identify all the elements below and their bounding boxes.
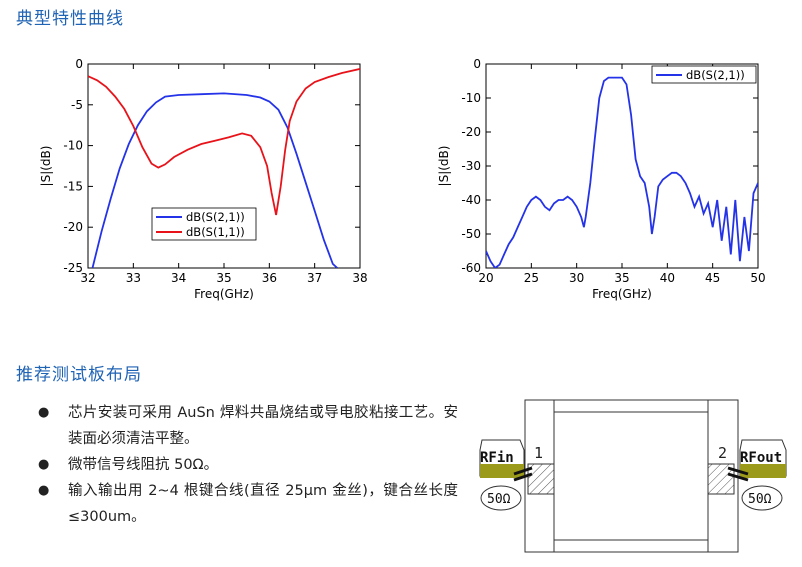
- bullet-icon: ●: [38, 457, 50, 472]
- y-tick-label: -40: [461, 193, 481, 207]
- y-tick-label: -20: [461, 125, 481, 139]
- x-axis-label: Freq(GHz): [194, 287, 254, 301]
- s-parameter-chart-wideband: 20 25 30 35 40 45 50 0 -10 -20 -30 -40 -50 -60 Freq(GH…: [437, 57, 766, 301]
- y-tick-label: -30: [461, 159, 481, 173]
- rf-out-impedance-box: [741, 485, 783, 511]
- rf-out-bond-wires: [727, 466, 749, 482]
- x-tick-label: 34: [171, 271, 186, 285]
- legend-label: dB(S(2,1)): [186, 210, 245, 224]
- rf-out-impedance: 50Ω: [748, 492, 772, 507]
- x-tick-label: 20: [478, 271, 493, 285]
- x-tick-label: 33: [126, 271, 141, 285]
- y-tick-label: -10: [63, 139, 83, 153]
- series-line: [91, 92, 338, 268]
- x-tick-label: 40: [660, 271, 675, 285]
- x-tick-label: 50: [750, 271, 765, 285]
- carrier-outline: [524, 399, 739, 553]
- x-axis-label: Freq(GHz): [592, 287, 652, 301]
- y-tick-label: -10: [461, 91, 481, 105]
- rf-out-pad: [740, 464, 786, 478]
- y-axis-label: |S|(dB): [39, 146, 53, 187]
- microstrip-out: [707, 463, 735, 495]
- y-tick-label: -5: [71, 98, 83, 112]
- x-tick-label: 36: [262, 271, 277, 285]
- y-tick-label: -25: [63, 261, 83, 275]
- rf-in-impedance: 50Ω: [487, 492, 511, 507]
- layout-title: 推荐测试板布局: [16, 365, 142, 385]
- bullet-icon: ●: [38, 405, 50, 420]
- legend-label: dB(S(2,1)): [686, 68, 745, 82]
- x-tick-label: 25: [524, 271, 539, 285]
- y-tick-label: -60: [461, 261, 481, 275]
- rf-in-label: RFin: [480, 450, 514, 466]
- y-tick-label: -20: [63, 220, 83, 234]
- note-text: 输入输出用 2~4 根键合线(直径 25μm 金丝)，键合丝长度≤300um。: [68, 483, 458, 525]
- series-group: [486, 76, 758, 268]
- y-tick-label: 0: [75, 57, 83, 71]
- rf-in-impedance-box: [480, 485, 522, 511]
- x-tick-label: 35: [614, 271, 629, 285]
- assembly-notes: ● 芯片安装可采用 AuSn 焊料共晶烧结或导电胶粘接工艺。安装面必须清洁平整。…: [38, 400, 458, 530]
- y-tick-label: -50: [461, 227, 481, 241]
- legend-box: [151, 207, 257, 241]
- x-tick-label: 32: [80, 271, 95, 285]
- list-item: ● 芯片安装可采用 AuSn 焊料共晶烧结或导电胶粘接工艺。安装面必须清洁平整。: [38, 400, 458, 452]
- characteristics-title: 典型特性曲线: [16, 9, 124, 29]
- x-tick-label: 35: [216, 271, 231, 285]
- legend-box: [651, 65, 757, 84]
- x-tick-label: 30: [569, 271, 584, 285]
- series-line: [486, 76, 758, 268]
- x-tick-label: 37: [307, 271, 322, 285]
- rf-in-bond-wires: [513, 466, 533, 482]
- note-text: 微带信号线阻抗 50Ω。: [68, 457, 219, 473]
- series-group: [88, 68, 360, 268]
- y-axis-label: |S|(dB): [437, 146, 451, 187]
- legend-label: dB(S(1,1)): [186, 225, 245, 239]
- series-line: [88, 68, 360, 216]
- list-item: ● 微带信号线阻抗 50Ω。: [38, 452, 458, 478]
- port-1-label: 1: [534, 444, 543, 462]
- y-tick-label: -15: [63, 179, 83, 193]
- s-parameter-chart-narrowband: 32 33 34 35 36 37 38 0 -5 -10 -15 -20 -25 Freq(GHz) |S…: [39, 57, 368, 301]
- plot-frame: [485, 63, 759, 269]
- test-board-layout: 1 2 RFin 50Ω RFout 50Ω: [479, 399, 787, 553]
- x-tick-label: 45: [705, 271, 720, 285]
- list-item: ● 输入输出用 2~4 根键合线(直径 25μm 金丝)，键合丝长度≤300um…: [38, 478, 458, 530]
- x-tick-label: 38: [352, 271, 367, 285]
- rf-in-pad: [480, 464, 524, 478]
- y-tick-label: 0: [473, 57, 481, 71]
- bullet-icon: ●: [38, 483, 50, 498]
- rf-out-label: RFout: [740, 450, 782, 466]
- port-2-label: 2: [718, 444, 727, 462]
- note-text: 芯片安装可采用 AuSn 焊料共晶烧结或导电胶粘接工艺。安装面必须清洁平整。: [68, 405, 458, 447]
